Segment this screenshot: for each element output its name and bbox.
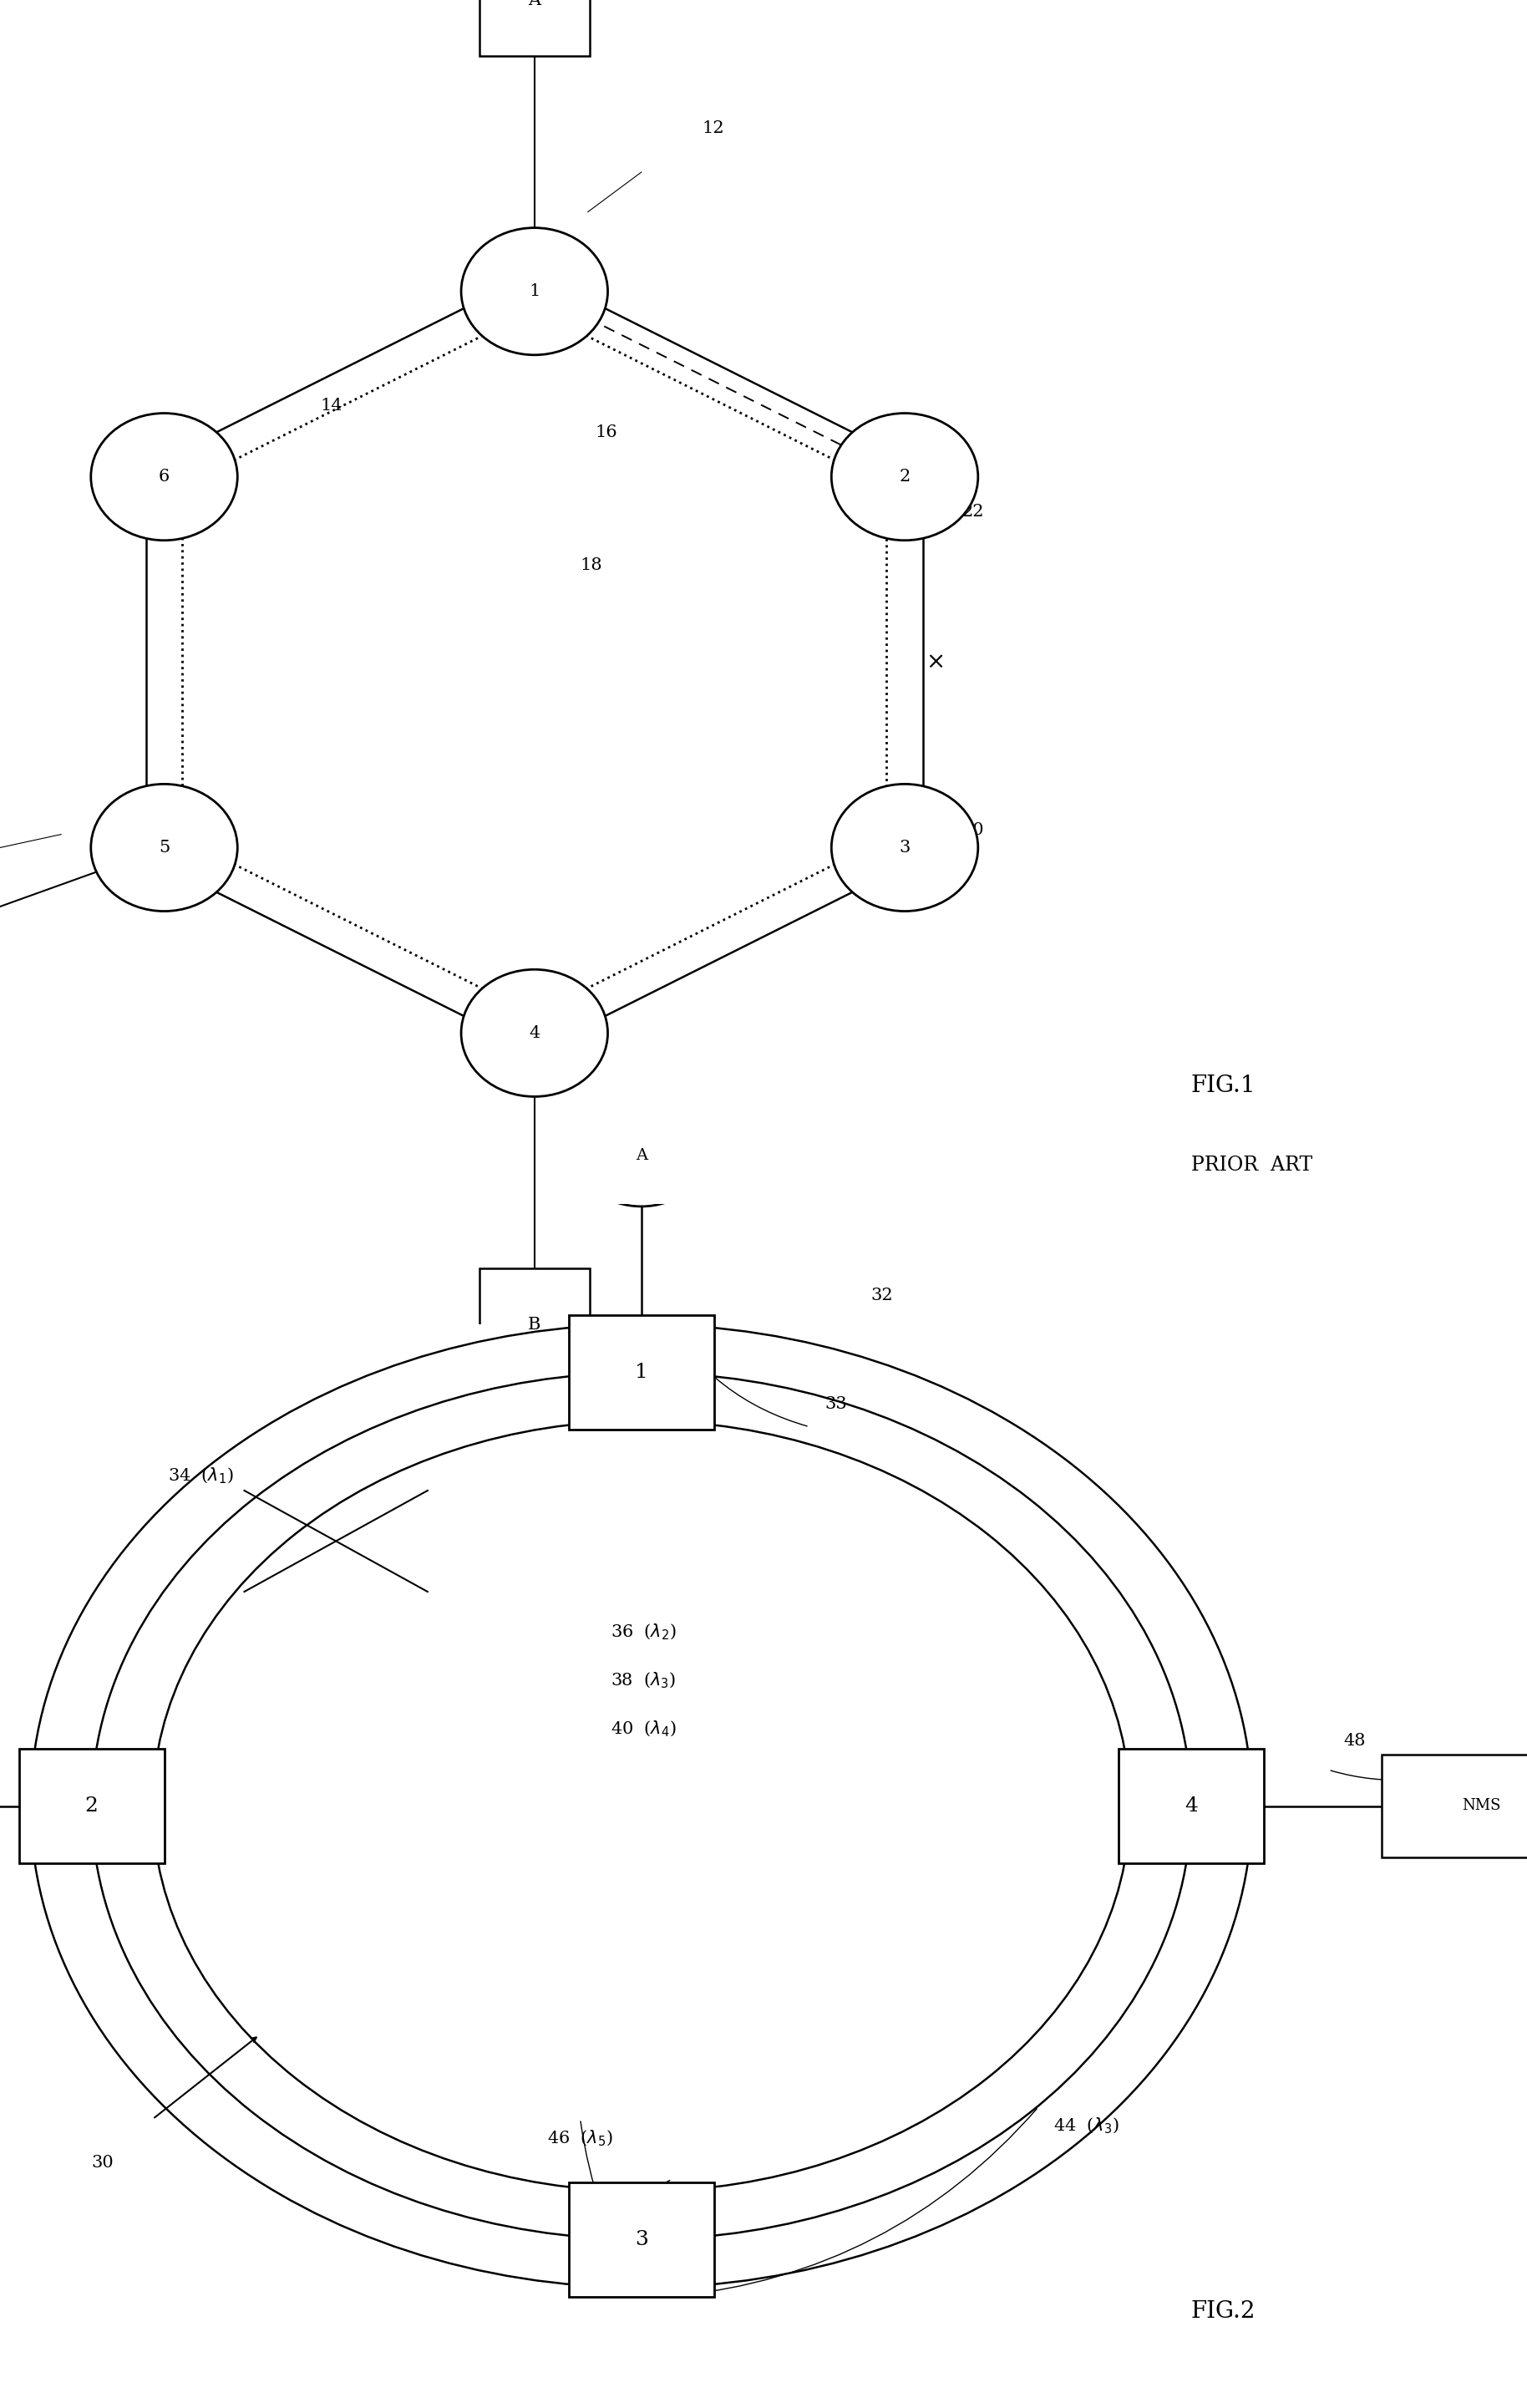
Text: 20: 20 [962, 821, 985, 838]
Text: NMS: NMS [1461, 1799, 1501, 1813]
Text: PRIOR  ART: PRIOR ART [1191, 1156, 1312, 1175]
Text: 2: 2 [899, 470, 910, 484]
Text: 3: 3 [899, 840, 910, 855]
Text: 12: 12 [702, 120, 725, 135]
Text: B: B [528, 1317, 541, 1332]
Text: 1: 1 [528, 284, 541, 299]
Text: 16: 16 [596, 424, 618, 441]
Text: 1: 1 [635, 1363, 647, 1382]
Text: 4: 4 [528, 1026, 541, 1040]
Text: FIG.1: FIG.1 [1191, 1074, 1255, 1098]
FancyBboxPatch shape [18, 1748, 163, 1864]
Text: ×: × [925, 650, 945, 674]
Text: A: A [528, 0, 541, 7]
Text: 18: 18 [580, 556, 603, 573]
Text: 33: 33 [825, 1397, 847, 1411]
Text: 44  ($\lambda_3$): 44 ($\lambda_3$) [1054, 2117, 1119, 2136]
Text: 38  ($\lambda_3$): 38 ($\lambda_3$) [611, 1671, 676, 1690]
FancyBboxPatch shape [479, 0, 589, 55]
Text: 5: 5 [159, 840, 169, 855]
Circle shape [831, 785, 977, 910]
Text: A: A [635, 1149, 647, 1163]
Text: 40  ($\lambda_4$): 40 ($\lambda_4$) [611, 1719, 676, 1739]
Circle shape [461, 970, 608, 1096]
Text: 2: 2 [86, 1796, 98, 1816]
Text: 42  ($\lambda_2$): 42 ($\lambda_2$) [592, 2189, 660, 2208]
Text: 36  ($\lambda_2$): 36 ($\lambda_2$) [611, 1623, 676, 1642]
FancyBboxPatch shape [568, 2182, 713, 2297]
Text: 30: 30 [92, 2155, 115, 2170]
Text: 48: 48 [1344, 1734, 1365, 1748]
FancyBboxPatch shape [1118, 1748, 1264, 1864]
Circle shape [92, 414, 238, 539]
Text: 3: 3 [635, 2230, 647, 2249]
Circle shape [92, 785, 238, 910]
FancyBboxPatch shape [1382, 1755, 1527, 1857]
FancyBboxPatch shape [479, 1269, 589, 1380]
Text: 22: 22 [962, 503, 983, 520]
Text: 32: 32 [870, 1288, 893, 1303]
FancyBboxPatch shape [568, 1315, 715, 1430]
Text: 14: 14 [321, 397, 344, 414]
Text: FIG.2: FIG.2 [1191, 2300, 1255, 2324]
Text: 34  ($\lambda_1$): 34 ($\lambda_1$) [168, 1466, 234, 1486]
Text: 46  ($\lambda_5$): 46 ($\lambda_5$) [547, 2129, 614, 2148]
Circle shape [461, 229, 608, 354]
Circle shape [577, 1105, 705, 1206]
Text: 6: 6 [159, 470, 169, 484]
Circle shape [831, 414, 977, 539]
Text: 4: 4 [1185, 1796, 1197, 1816]
